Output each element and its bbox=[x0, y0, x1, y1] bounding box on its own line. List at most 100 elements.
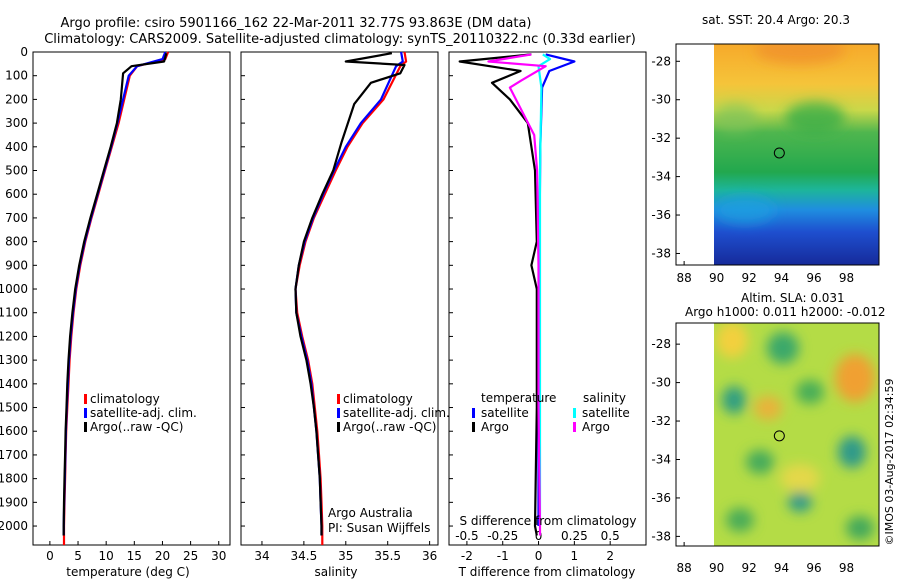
x-tick-label-secondary: 0.5 bbox=[601, 529, 620, 543]
temperature-panel-frame bbox=[32, 51, 231, 546]
depth-tick-label: 1500 bbox=[0, 401, 28, 415]
x-tick-label-secondary: -0.25 bbox=[487, 529, 518, 543]
x-tick-label: 1 bbox=[571, 549, 579, 563]
legend-label-argo: Argo(..raw -QC) bbox=[90, 420, 183, 434]
legend-swatch-argo bbox=[337, 422, 340, 432]
map-y-tick-label: -36 bbox=[651, 208, 671, 222]
series-line-argo-raw-qc- bbox=[294, 52, 406, 536]
depth-tick-label: 1700 bbox=[0, 448, 28, 462]
map-x-tick-label: 96 bbox=[806, 271, 821, 285]
sla-low-2 bbox=[722, 386, 746, 414]
figure-title-line1: Argo profile: csiro 5901166_162 22-Mar-2… bbox=[61, 16, 532, 31]
depth-tick-label: 2000 bbox=[0, 519, 28, 533]
depth-tick-label: 0 bbox=[20, 45, 28, 59]
sst-green-bulge bbox=[785, 102, 845, 134]
sla-map-image bbox=[714, 323, 879, 546]
sst-background bbox=[714, 44, 879, 265]
map-x-tick-label: 96 bbox=[806, 561, 821, 575]
series-line-argo-raw-qc- bbox=[62, 52, 168, 536]
map-y-tick-label: -32 bbox=[651, 131, 671, 145]
map-y-tick-label: -28 bbox=[651, 337, 671, 351]
salinity-annotation-line1: Argo Australia bbox=[328, 506, 413, 520]
legend-label-climatology: climatology bbox=[343, 392, 413, 406]
map-x-tick-label: 92 bbox=[741, 561, 756, 575]
sst-blue-patch bbox=[715, 196, 775, 224]
depth-tick-label: 1100 bbox=[0, 306, 28, 320]
map-y-tick-label: -30 bbox=[651, 376, 671, 390]
depth-tick-label: 1200 bbox=[0, 329, 28, 343]
difference-legend: temperature salinity satellite Argo sate… bbox=[472, 391, 630, 434]
map-y-tick-label: -30 bbox=[651, 93, 671, 107]
legend-title-temperature: temperature bbox=[481, 391, 556, 405]
legend-label-t-argo: Argo bbox=[481, 420, 509, 434]
depth-tick-label: 200 bbox=[5, 92, 28, 106]
depth-tick-label: 1800 bbox=[0, 472, 28, 486]
sla-low-3 bbox=[796, 380, 824, 404]
legend-swatch-argo bbox=[84, 422, 87, 432]
sla-low-5 bbox=[746, 450, 774, 474]
series-line-t-argo bbox=[458, 53, 538, 536]
legend-label-t-satellite: satellite bbox=[481, 406, 529, 420]
map-x-tick-label: 92 bbox=[741, 271, 756, 285]
x-tick-label: 36 bbox=[422, 549, 437, 563]
sla-low-1 bbox=[767, 332, 799, 364]
depth-tick-label: 700 bbox=[5, 211, 28, 225]
difference-x-label: T difference from climatology bbox=[458, 565, 636, 579]
x-tick-label: 5 bbox=[74, 549, 82, 563]
depth-tick-label: 1900 bbox=[0, 495, 28, 509]
series-line-t-satellite bbox=[537, 53, 576, 526]
sla-argo-location-marker bbox=[773, 430, 785, 442]
sla-map-title-line2: Argo h1000: 0.011 h2000: -0.012 bbox=[685, 305, 886, 319]
depth-tick-label: 600 bbox=[5, 187, 28, 201]
x-tick-label: 25 bbox=[183, 549, 198, 563]
legend-label-satellite: satellite-adj. clim. bbox=[90, 406, 197, 420]
footer-stamp: ©IMOS 03-Aug-2017 02:34:59 bbox=[883, 379, 896, 546]
legend-swatch-climatology bbox=[337, 394, 340, 404]
map-x-tick-label: 88 bbox=[676, 561, 691, 575]
salinity-annotation-line2: PI: Susan Wijffels bbox=[328, 521, 430, 535]
depth-tick-label: 1300 bbox=[0, 353, 28, 367]
legend-swatch-satellite bbox=[84, 408, 87, 418]
sla-high-2 bbox=[835, 354, 875, 402]
map-x-tick-label: 88 bbox=[676, 271, 691, 285]
sla-low-6 bbox=[788, 492, 812, 512]
sla-low-4 bbox=[838, 436, 866, 468]
legend-swatch-climatology bbox=[84, 394, 87, 404]
temperature-legend: climatology satellite-adj. clim. Argo(..… bbox=[84, 392, 197, 434]
sla-high-1 bbox=[716, 323, 748, 358]
salinity-panel-frame bbox=[240, 51, 439, 546]
series-line-s-argo bbox=[487, 53, 547, 536]
x-tick-label: -2 bbox=[461, 549, 473, 563]
series-line-climatology bbox=[294, 51, 408, 545]
legend-label-s-satellite: satellite bbox=[582, 406, 630, 420]
map-x-tick-label: 98 bbox=[839, 271, 854, 285]
legend-label-satellite: satellite-adj. clim. bbox=[343, 406, 450, 420]
difference-panel-frame bbox=[448, 51, 647, 546]
map-x-tick-label: 94 bbox=[774, 271, 789, 285]
x-tick-label: -1 bbox=[497, 549, 509, 563]
legend-title-salinity: salinity bbox=[583, 391, 626, 405]
map-y-tick-label: -34 bbox=[651, 170, 671, 184]
depth-tick-label: 900 bbox=[5, 258, 28, 272]
sla-high-4 bbox=[780, 464, 820, 492]
legend-swatch-s-argo bbox=[573, 422, 576, 432]
x-tick-label-secondary: 0.25 bbox=[561, 529, 588, 543]
sla-map-title-line1: Altim. SLA: 0.031 bbox=[741, 291, 845, 305]
sst-argo-location-marker bbox=[773, 147, 785, 159]
difference-x-label-secondary: S difference from climatology bbox=[460, 514, 637, 528]
sst-map-frame bbox=[675, 43, 880, 266]
depth-tick-label: 1400 bbox=[0, 377, 28, 391]
legend-label-climatology: climatology bbox=[90, 392, 160, 406]
figure-title-line2: Climatology: CARS2009. Satellite-adjuste… bbox=[44, 32, 636, 47]
depth-tick-label: 500 bbox=[5, 164, 28, 178]
series-line-satellite-adj-clim- bbox=[294, 51, 404, 536]
x-tick-label: 15 bbox=[127, 549, 142, 563]
x-tick-label: 2 bbox=[606, 549, 614, 563]
map-y-tick-label: -38 bbox=[651, 246, 671, 260]
legend-swatch-t-satellite bbox=[472, 408, 475, 418]
map-y-tick-label: -28 bbox=[651, 54, 671, 68]
profile-lines bbox=[62, 51, 576, 545]
sst-map-title: sat. SST: 20.4 Argo: 20.3 bbox=[702, 13, 850, 27]
sla-low-7 bbox=[726, 508, 754, 532]
legend-label-s-argo: Argo bbox=[582, 420, 610, 434]
